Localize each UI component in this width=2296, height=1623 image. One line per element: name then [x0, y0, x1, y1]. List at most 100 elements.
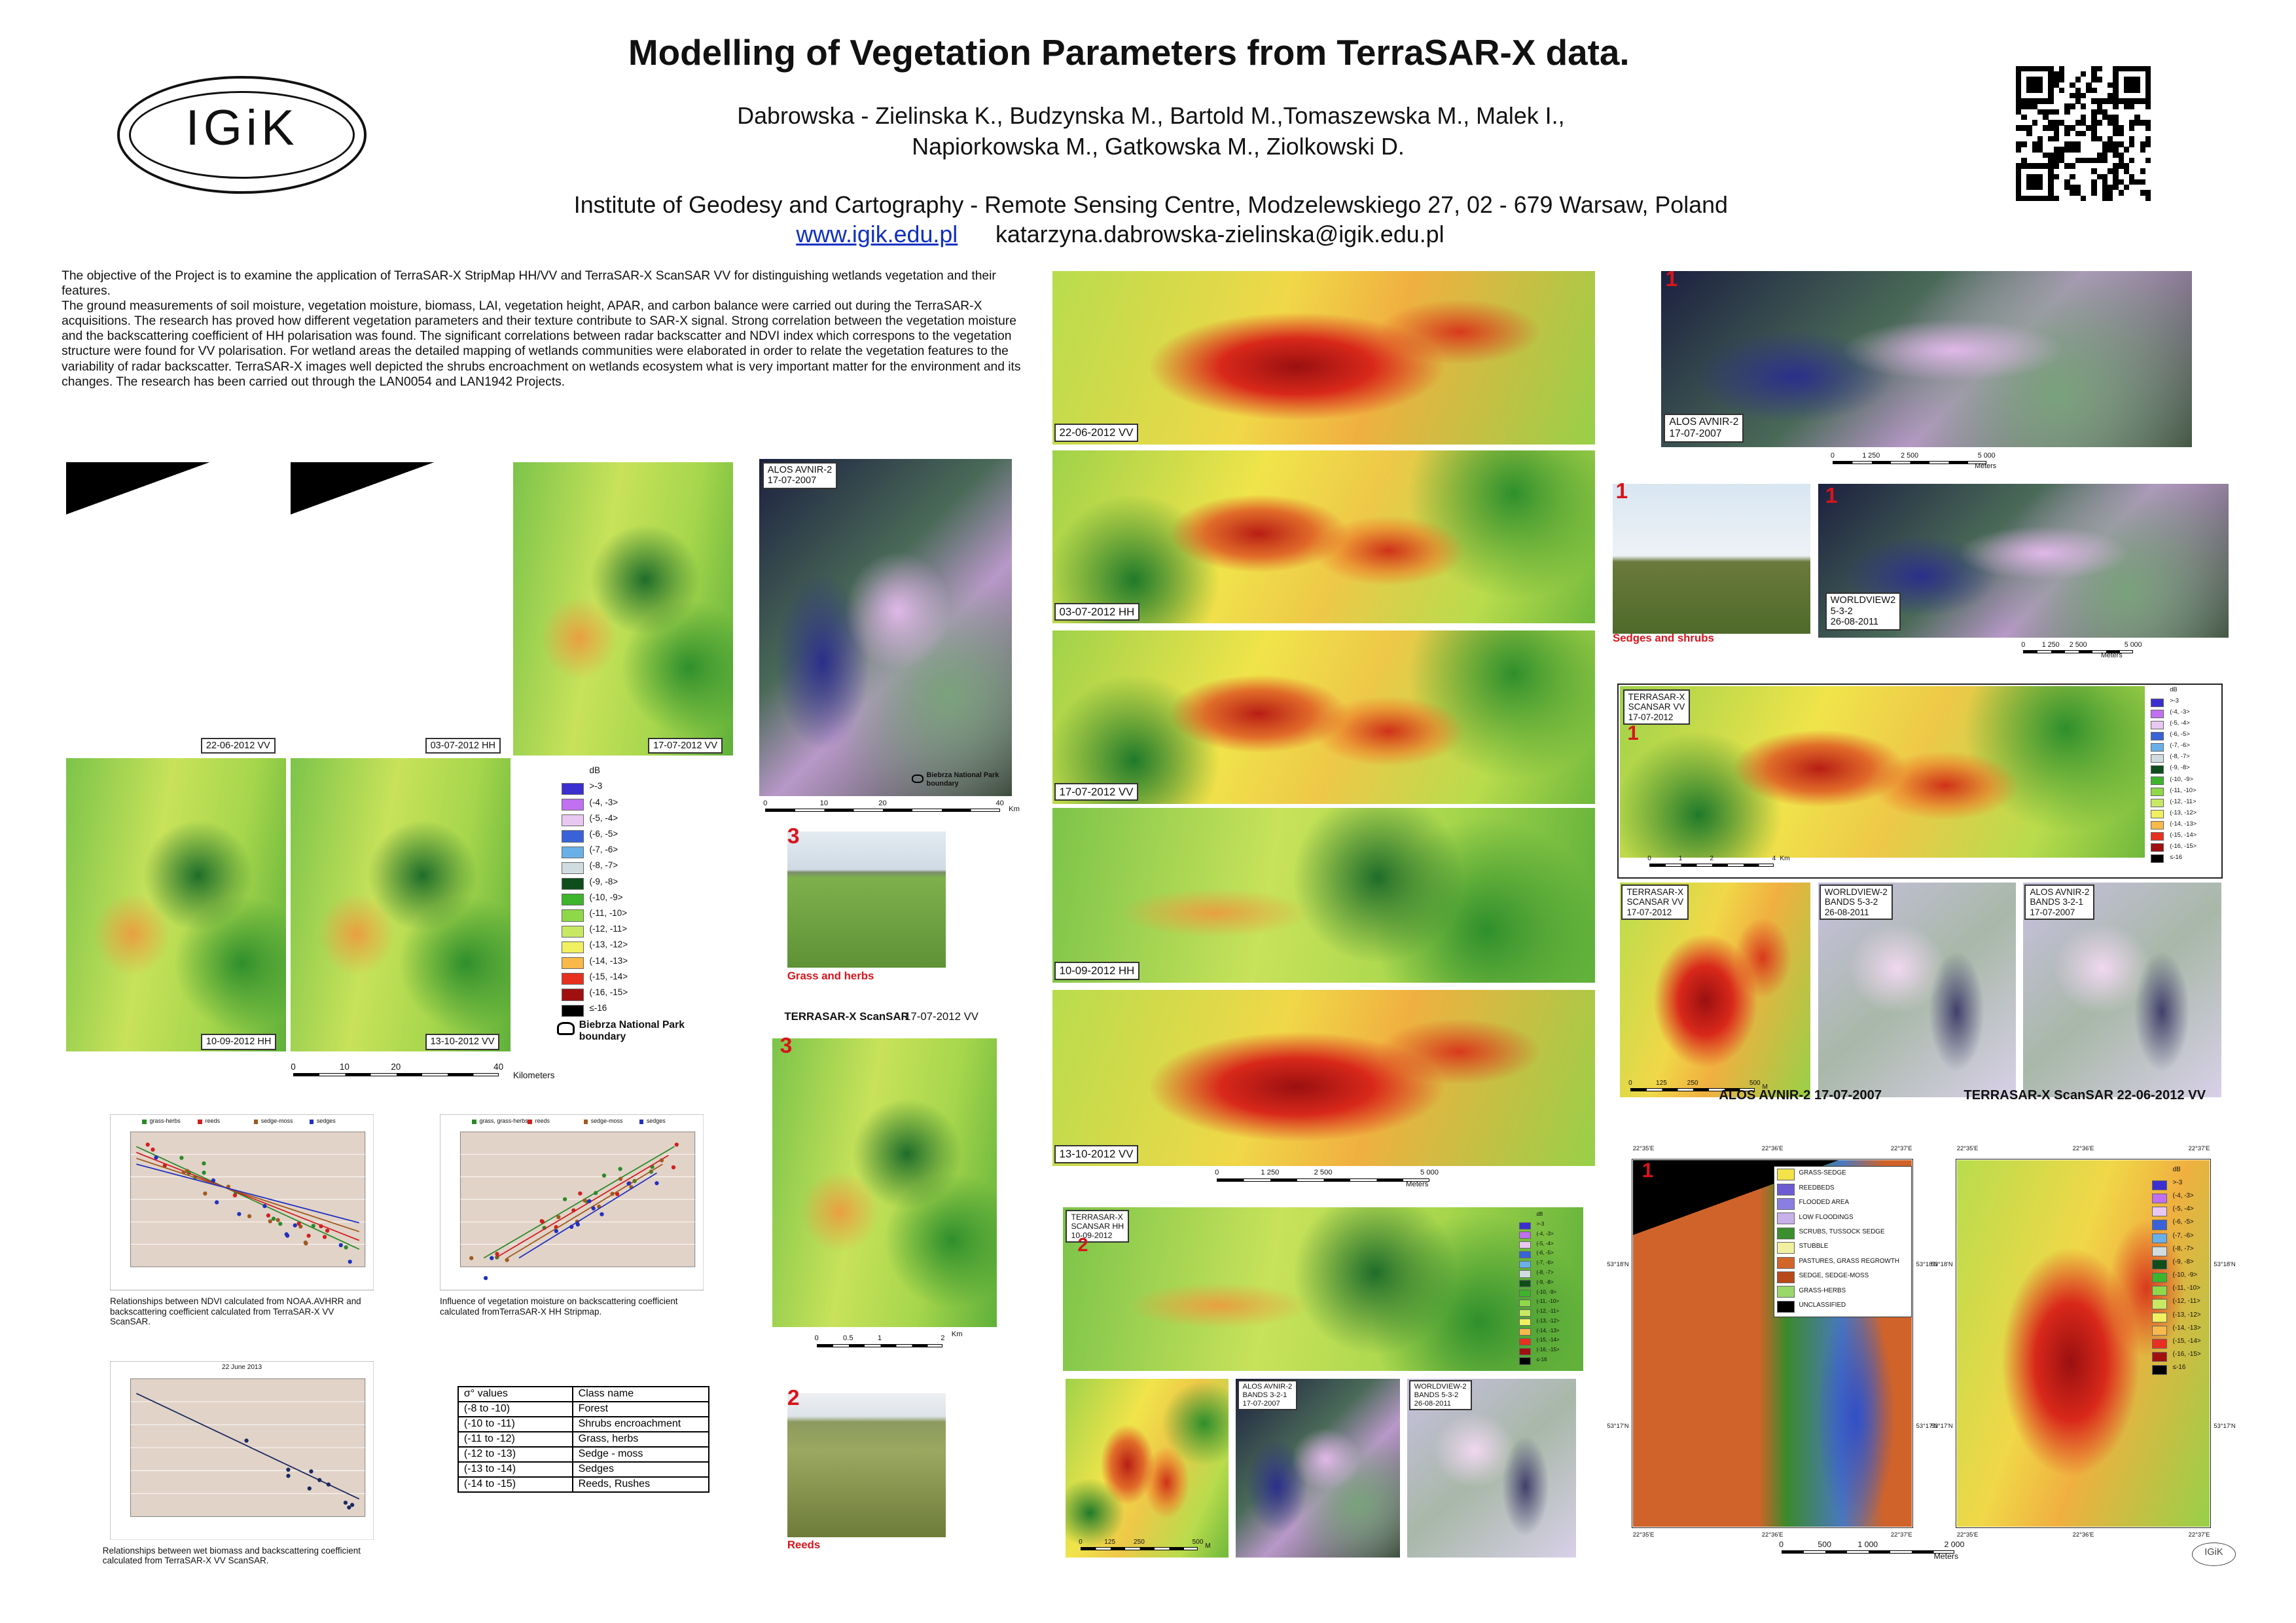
- image-label: WORLDVIEW-2 BANDS 5-3-2 26-08-2011: [1408, 1379, 1472, 1411]
- qr-cell: [2026, 130, 2032, 137]
- label-line: ALOS AVNIR-2: [2030, 886, 2090, 897]
- qr-cell: [2118, 179, 2124, 185]
- qr-cell: [2075, 190, 2081, 196]
- qr-cell: [2075, 87, 2081, 94]
- qr-cell: [2102, 109, 2108, 115]
- plot-point: [185, 1169, 190, 1173]
- plot-point: [659, 1158, 664, 1163]
- qr-cell: [2016, 163, 2022, 169]
- satellite-image: [759, 459, 1012, 797]
- qr-cell: [2021, 65, 2027, 72]
- qr-cell: [2091, 109, 2097, 115]
- chart-caption: Influence of vegetation moisture on back…: [440, 1296, 678, 1317]
- legend-label: (-12, -11>: [589, 924, 628, 934]
- qr-cell: [2129, 136, 2135, 142]
- qr-cell: [2053, 147, 2060, 153]
- scale-label: 0: [814, 1334, 819, 1343]
- qr-cell: [2037, 185, 2043, 191]
- photo: [787, 831, 946, 968]
- plot-point: [325, 1229, 330, 1233]
- scale-bar: [1080, 1546, 1198, 1550]
- image-label: WORLDVIEW2 5-3-2 26-08-2011: [1825, 592, 1901, 631]
- qr-cell: [2037, 82, 2043, 88]
- qr-cell: [2053, 109, 2060, 115]
- legend-swatch: [1518, 1357, 1531, 1365]
- qr-cell: [2140, 65, 2145, 72]
- table-cell: (-12 to -13): [457, 1446, 573, 1463]
- qr-cell: [2145, 77, 2151, 82]
- qr-cell: [2016, 190, 2022, 196]
- qr-cell: [2043, 65, 2049, 72]
- legend-swatch: [1518, 1319, 1531, 1326]
- photo-number: 1: [1615, 479, 1628, 504]
- qr-cell: [2026, 87, 2032, 94]
- qr-cell: [2108, 82, 2113, 88]
- legend-title: dB: [2172, 1165, 2181, 1173]
- qr-cell: [2091, 179, 2097, 185]
- qr-cell: [2037, 173, 2043, 179]
- scale-label: 20: [391, 1061, 401, 1072]
- legend-swatch: [561, 814, 584, 827]
- plot-point: [202, 1161, 206, 1166]
- table-row: (-8 to -10) Forest: [457, 1400, 710, 1417]
- scale-label: 2: [941, 1334, 945, 1343]
- sar-map: [1052, 808, 1596, 983]
- legend-label: SEDGE, SEDGE-MOSS: [1799, 1272, 1869, 1280]
- plot-point: [562, 1197, 567, 1202]
- qr-cell: [2032, 98, 2038, 104]
- scale-label: 0: [1215, 1169, 1219, 1177]
- legend-swatch: [2152, 1207, 2167, 1217]
- legend-swatch: [1518, 1270, 1531, 1278]
- legend-swatch: [561, 1004, 584, 1017]
- plot-point: [322, 1235, 327, 1239]
- qr-cell: [2070, 147, 2075, 153]
- legend-label: (-15, -14>: [1536, 1337, 1560, 1343]
- legend-label: (-7, -6>: [2172, 1231, 2194, 1239]
- plot-point: [539, 1219, 544, 1224]
- qr-cell: [2108, 98, 2113, 104]
- qr-cell: [2140, 168, 2145, 174]
- qr-cell: [2091, 120, 2097, 126]
- legend-swatch: [561, 862, 584, 874]
- qr-cell: [2118, 152, 2124, 158]
- title: Modelling of Vegetation Parameters from …: [628, 32, 1630, 73]
- qr-cell: [2043, 109, 2049, 115]
- table-row: (-10 to -11) Shrubs encroachment: [457, 1415, 710, 1432]
- plot-point: [237, 1212, 242, 1216]
- qr-cell: [2053, 71, 2060, 77]
- legend-swatch: [561, 909, 584, 922]
- qr-cell: [2037, 77, 2043, 82]
- legend-swatch: [2152, 1233, 2167, 1243]
- qr-cell: [2075, 141, 2081, 147]
- table-cell: Grass, herbs: [571, 1431, 710, 1448]
- legend-swatch: [2151, 732, 2164, 740]
- plot-point: [309, 1469, 314, 1474]
- qr-cell: [2140, 120, 2145, 126]
- coordinate-label: 53°18'N: [1931, 1260, 1953, 1268]
- legend-label: (-7, -6>: [2170, 741, 2190, 749]
- qr-cell: [2091, 77, 2097, 82]
- legend-swatch: [1776, 1227, 1795, 1239]
- qr-cell: [2134, 179, 2140, 185]
- plot-point: [304, 1241, 308, 1246]
- label-line: 26-08-2011: [1830, 617, 1879, 628]
- plot-point: [554, 1229, 558, 1233]
- legend-label: (-6, -5>: [2170, 730, 2190, 738]
- qr-cell: [2145, 93, 2151, 99]
- legend-label: (-12, -11>: [1536, 1308, 1560, 1315]
- scale-label: 1 250: [1862, 451, 1880, 460]
- scale-label: 2 000: [1944, 1540, 1965, 1549]
- qr-cell: [2026, 179, 2032, 185]
- table-row: σ° values Class name: [457, 1385, 710, 1402]
- plot-point: [601, 1173, 607, 1178]
- qr-cell: [2123, 185, 2130, 191]
- website-link[interactable]: www.igik.edu.pl: [796, 221, 958, 248]
- qr-cell: [2032, 87, 2038, 94]
- legend-label: (-5, -4>: [2170, 719, 2190, 727]
- qr-cell: [2123, 87, 2130, 94]
- legend-label: (-15, -14>: [589, 971, 628, 981]
- scale-label: 5 000: [1977, 451, 1996, 460]
- legend-swatch: [1518, 1222, 1531, 1230]
- qr-cell: [2026, 195, 2032, 201]
- plot-point: [298, 1224, 303, 1229]
